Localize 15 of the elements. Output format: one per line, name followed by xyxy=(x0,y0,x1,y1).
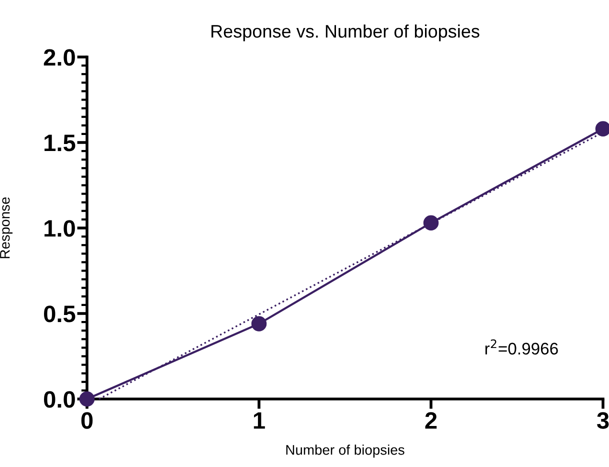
x-tick-label: 1 xyxy=(254,412,265,429)
x-tick-label: 0 xyxy=(81,412,93,429)
annotation: r$^{2}$=0.9966 xyxy=(485,339,558,355)
chart-title: Response vs. Number of biopsies xyxy=(212,24,480,42)
y-axis-title: Response xyxy=(0,197,13,258)
y-tick-label: 0.5 xyxy=(44,306,76,322)
x-tick-label: 3 xyxy=(596,412,609,429)
x-axis-title: Number of biopsies xyxy=(286,444,404,458)
y-tick-label: 1.0 xyxy=(44,220,75,237)
point xyxy=(251,316,267,332)
point xyxy=(423,215,439,231)
y-tick-label: 1.5 xyxy=(44,134,76,152)
y-tick-label: 2.0 xyxy=(44,49,75,66)
y-tick-label: 0.0 xyxy=(44,391,75,408)
x-tick-label: 2 xyxy=(425,412,437,429)
